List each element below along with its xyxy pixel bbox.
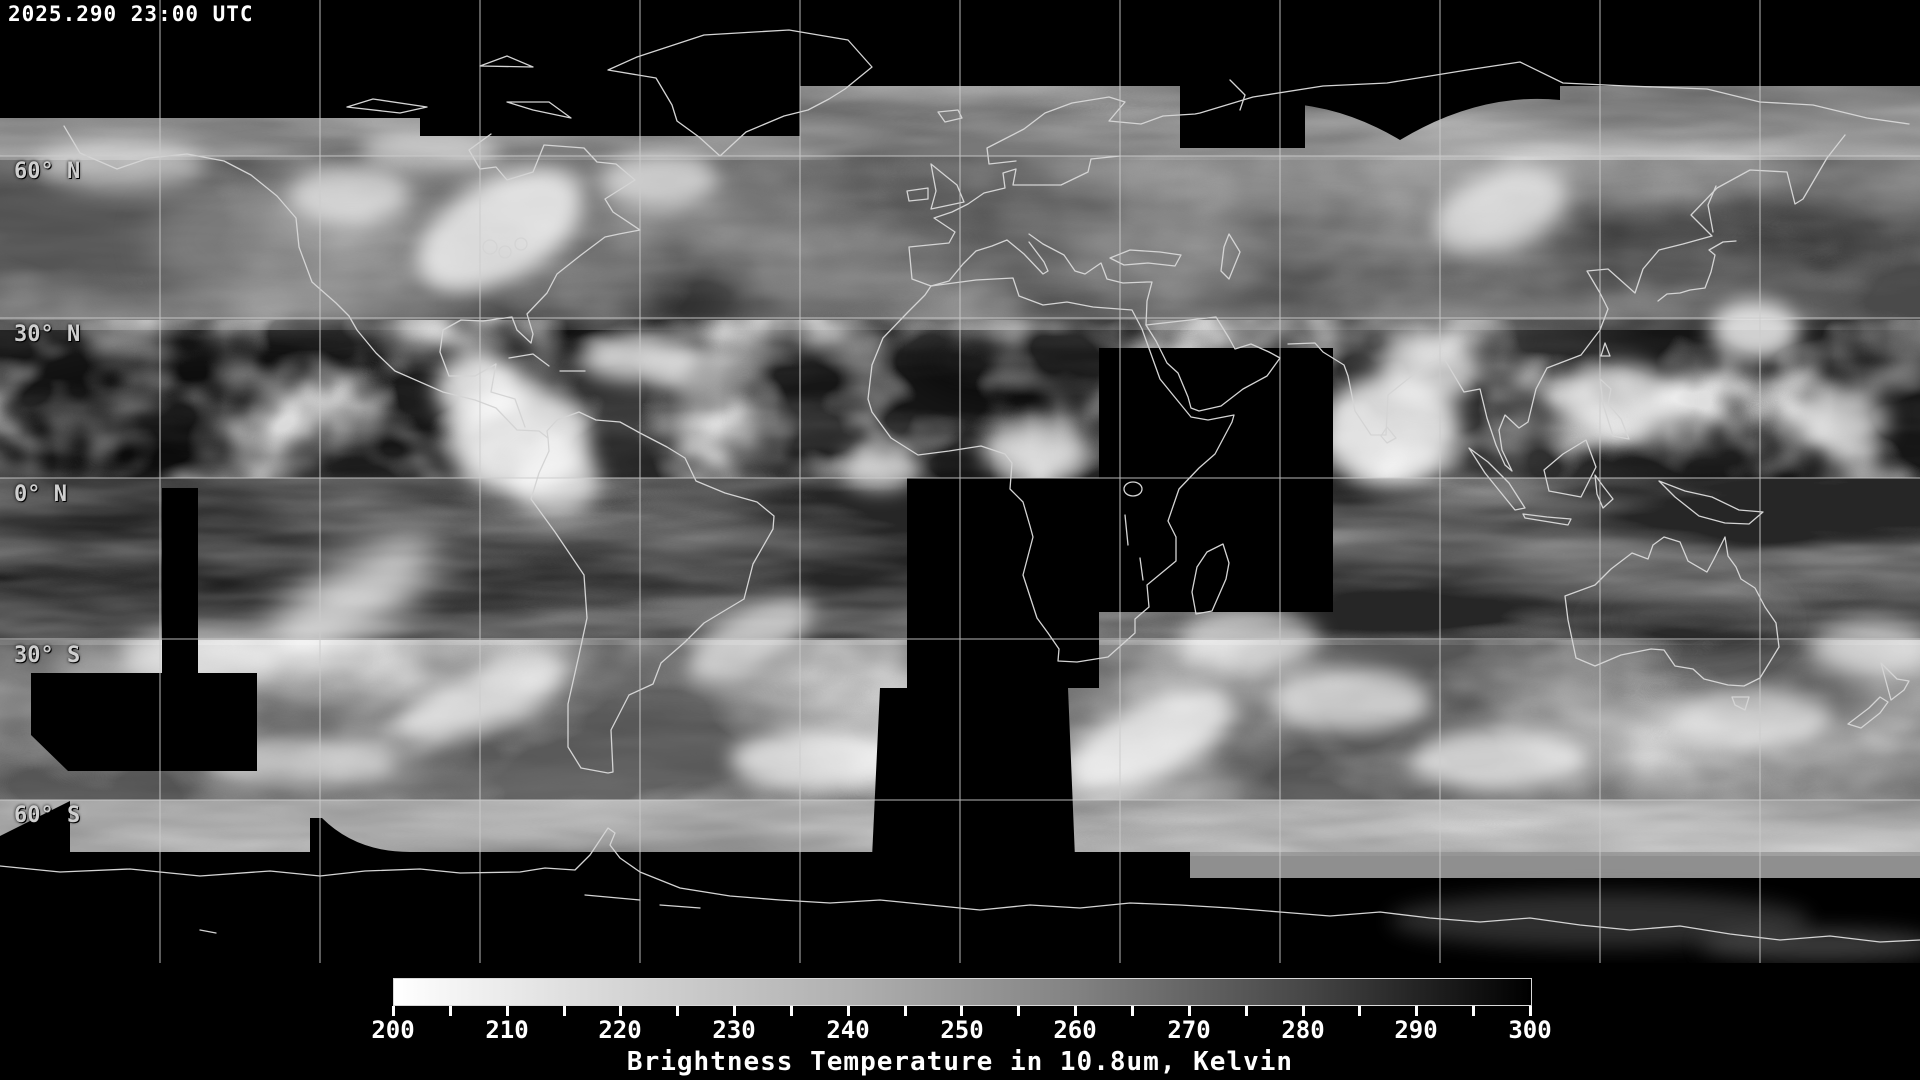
colorbar-tick [1188,1006,1191,1016]
colorbar-tick [1245,1006,1248,1016]
colorbar-tick [619,1006,622,1016]
colorbar-tick [1472,1006,1475,1016]
map-canvas [0,0,1920,963]
colorbar-tick-label: 270 [1167,1016,1211,1044]
colorbar-tick [1358,1006,1361,1016]
colorbar-tick [676,1006,679,1016]
colorbar-tick [1529,1006,1532,1016]
colorbar-tick-label: 200 [371,1016,415,1044]
colorbar-tick [960,1006,963,1016]
colorbar-tick [1131,1006,1134,1016]
colorbar-tick [563,1006,566,1016]
colorbar-tick [1017,1006,1020,1016]
lat-label-60s: 60° S [14,803,81,828]
colorbar-tick [790,1006,793,1016]
colorbar-tick-label: 280 [1281,1016,1325,1044]
colorbar-tick [1302,1006,1305,1016]
lat-label-0n: 0° N [14,482,67,507]
colorbar-tick-label: 240 [826,1016,870,1044]
colorbar-tick-label: 210 [485,1016,529,1044]
colorbar-tick-label: 300 [1508,1016,1552,1044]
colorbar-tick [449,1006,452,1016]
colorbar-tick-label: 290 [1394,1016,1438,1044]
colorbar-gradient [393,978,1532,1006]
graticule [0,0,1920,963]
colorbar-tick-label: 230 [712,1016,756,1044]
colorbar-tick [506,1006,509,1016]
world-ir-map: 2025.290 23:00 UTC 60° N 30° N 0° N 30° … [0,0,1920,963]
coastlines [0,29,1920,943]
colorbar-tick [904,1006,907,1016]
colorbar-caption: Brightness Temperature in 10.8um, Kelvin [626,1047,1294,1077]
timestamp: 2025.290 23:00 UTC [8,2,254,26]
colorbar-tick [1074,1006,1077,1016]
lat-label-30s: 30° S [14,643,81,668]
colorbar-tick-label: 260 [1053,1016,1097,1044]
colorbar-tick [847,1006,850,1016]
colorbar-tick-label: 250 [940,1016,984,1044]
lat-label-30n: 30° N [14,322,81,347]
colorbar-tick [392,1006,395,1016]
colorbar-tick [1415,1006,1418,1016]
colorbar: 200 210 220 230 240 250 260 270 280 290 … [0,963,1920,1080]
colorbar-tick-label: 220 [598,1016,642,1044]
colorbar-tick [733,1006,736,1016]
lat-label-60n: 60° N [14,159,81,184]
